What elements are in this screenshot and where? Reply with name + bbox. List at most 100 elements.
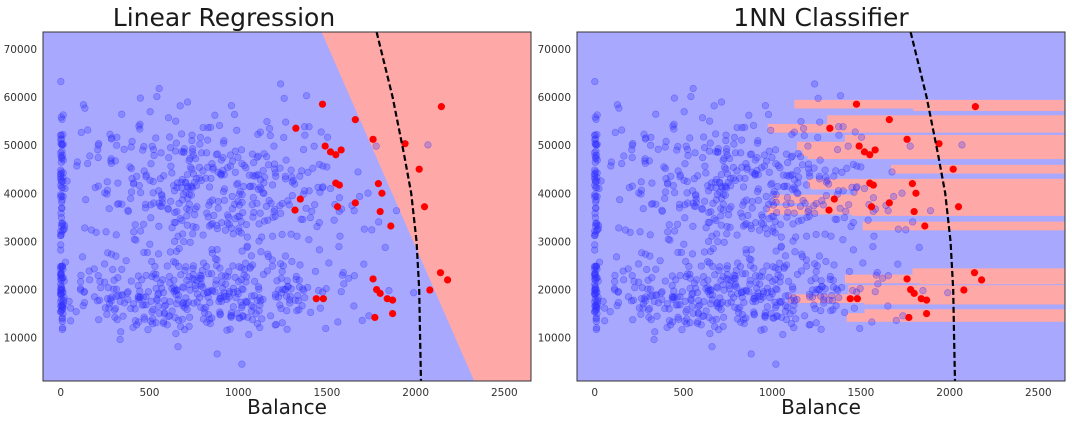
data-point-no [868,318,876,326]
data-point-no [256,209,264,217]
data-point-no [773,312,781,320]
data-point-no [57,298,65,306]
data-point-no [630,277,638,285]
data-point-no [164,205,172,213]
data-point-no [772,285,780,293]
data-point-no [611,128,619,137]
data-point-no [693,289,702,297]
data-point-no [781,252,790,260]
data-point-no [160,172,168,180]
data-point-no [90,293,99,301]
data-point-no [727,290,735,298]
data-point-no [151,262,159,271]
data-point-no [776,278,784,286]
data-point-no [593,177,601,185]
data-point-no [680,108,688,116]
data-point-no [224,213,233,221]
data-point-no [716,188,724,196]
data-point-no [199,167,207,175]
data-point-no [271,205,279,214]
data-point-no [268,256,276,264]
data-point-no [302,204,310,212]
data-point-no [192,182,201,190]
data-point-no [798,250,806,258]
data-point-no [894,225,902,233]
data-point-no [859,259,867,267]
data-point-no [765,215,773,223]
data-point-no [274,293,283,301]
data-point-no [254,130,262,138]
data-point-yes [846,295,854,303]
data-point-no [836,204,844,212]
data-point-no [203,209,211,217]
data-point-no [811,305,819,313]
data-point-no [747,350,755,358]
data-point-no [723,222,731,231]
data-point-no [761,224,770,232]
data-point-no [715,326,723,334]
data-point-no [195,294,204,302]
data-point-no [134,272,142,280]
data-point-no [727,277,735,285]
data-point-no [742,245,750,254]
data-point-no [187,191,196,199]
data-point-no [97,284,105,292]
data-point-no [57,175,65,183]
data-point-no [769,201,778,209]
data-point-no [286,296,294,304]
data-point-no [129,323,137,332]
data-point-no [739,287,747,295]
data-point-no [591,276,600,284]
data-point-no [713,283,721,291]
data-point-no [255,237,263,245]
data-point-no [296,261,304,269]
data-point-no [663,300,672,308]
data-point-no [148,142,156,150]
data-point-no [140,167,148,175]
data-point-no [644,306,653,314]
data-point-no [680,240,688,248]
data-point-no [103,294,112,303]
data-point-no [777,233,785,241]
data-point-no [113,316,121,324]
data-point-yes [374,180,382,188]
data-point-no [127,277,135,285]
data-point-no [805,205,813,214]
data-point-no [591,286,599,294]
data-point-no [238,285,246,293]
data-point-no [77,286,85,294]
data-point-no [828,292,836,300]
data-point-no [816,156,824,164]
data-point-no [200,290,208,298]
data-point-no [66,304,75,312]
data-point-no [199,259,208,267]
data-point-no [78,253,87,261]
data-point-no [774,161,782,170]
data-point-no [822,173,830,181]
data-point-no [253,171,261,179]
data-point-no [652,291,660,299]
data-point-no [219,139,228,147]
data-point-no [591,274,599,282]
data-point-no [624,293,633,301]
data-point-no [702,307,710,315]
data-point-no [717,205,725,213]
data-point-no [770,314,778,322]
data-point-no [707,179,716,187]
data-point-no [753,154,761,162]
data-point-no [171,259,180,267]
data-point-no [776,297,784,305]
data-point-no [670,227,679,235]
data-point-no [765,273,773,281]
data-point-no [765,147,773,155]
data-point-no [618,126,626,134]
data-point-no [171,286,179,294]
data-point-no [839,187,847,195]
bayes-boundary-line [909,32,957,381]
data-point-no [614,288,622,296]
data-point-no [277,80,285,88]
data-point-no [592,315,600,323]
data-point-no [591,204,600,212]
data-point-no [170,237,179,246]
data-point-no [767,126,775,134]
